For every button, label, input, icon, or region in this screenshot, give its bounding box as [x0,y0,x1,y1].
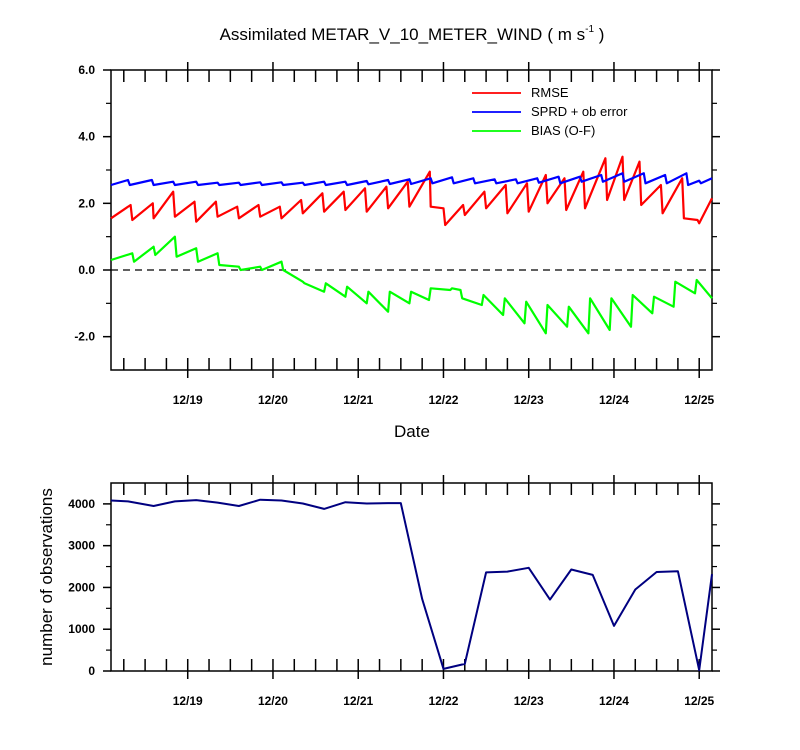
y-tick-label-1: 1000 [68,622,95,636]
legend-label-bias: BIAS (O-F) [531,123,595,138]
x-axis-label: Date [394,422,430,441]
y-tick-label-4: 4000 [68,497,95,511]
x-tick-label-5: 12/24 [599,694,629,708]
legend-label-rmse: RMSE [531,85,569,100]
y-tick-label-2: 2.0 [78,196,95,210]
series-line-sprd-ob-error [110,172,713,187]
top-series-group [110,155,713,335]
top-plot-frame [110,69,713,371]
legend: RMSE SPRD + ob error BIAS (O-F) [472,85,628,138]
x-tick-label-3: 12/22 [428,694,458,708]
x-tick-label-2: 12/21 [343,393,373,407]
y-tick-label-1: 0.0 [78,263,95,277]
chart-title: Assimilated METAR_V_10_METER_WIND( m s-1… [220,24,605,44]
x-tick-label-5: 12/24 [599,393,629,407]
bottom-plot-frame [110,482,713,672]
x-tick-label-0: 12/19 [173,694,203,708]
series-line-rmse [110,155,713,227]
x-tick-label-4: 12/23 [514,694,544,708]
x-tick-label-0: 12/19 [173,393,203,407]
x-tick-label-6: 12/25 [684,694,714,708]
y-axis-label-observations: number of observations [37,488,56,666]
bottom-x-axis: 12/19 12/20 12/21 12/22 12/23 12/24 12/25 [173,475,715,708]
legend-label-sprd: SPRD + ob error [531,104,628,119]
bottom-y-axis: 0 1000 2000 3000 4000 [68,497,720,678]
y-tick-label-0: -2.0 [74,330,95,344]
series-line-bias-o-f [110,235,713,335]
x-tick-label-4: 12/23 [514,393,544,407]
top-panel: -2.00.02.04.06.0 12/19 12/20 12/21 12/22 12/… [74,62,720,407]
x-tick-label-3: 12/22 [428,393,458,407]
bottom-minor-ticks [123,483,700,671]
top-minor-ticks [123,70,700,370]
x-tick-label-1: 12/20 [258,694,288,708]
y-tick-label-0: 0 [88,664,95,678]
y-tick-label-3: 4.0 [78,130,95,144]
y-tick-label-2: 2000 [68,580,95,594]
y-tick-label-4: 6.0 [78,63,95,77]
top-y-axis: -2.0 0.0 2.0 4.0 6.0 [74,63,720,344]
x-tick-label-2: 12/21 [343,694,373,708]
x-tick-label-6: 12/25 [684,393,714,407]
series-line-number-of-observations [110,498,713,672]
top-x-axis: 12/19 12/20 12/21 12/22 12/23 12/24 12/25 [173,62,715,407]
y-tick-label-3: 3000 [68,539,95,553]
bottom-series-group [110,498,713,672]
x-tick-label-1: 12/20 [258,393,288,407]
